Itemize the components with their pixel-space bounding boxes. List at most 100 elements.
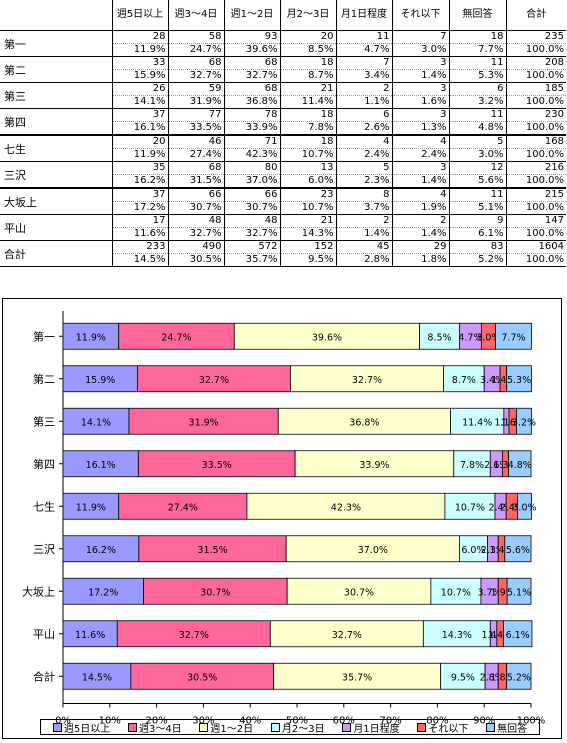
data-label: 32.7%	[199, 375, 229, 386]
percent-cell: 10.7%	[279, 148, 336, 162]
percent-cell: 32.7%	[167, 69, 224, 83]
category-label: 第一	[33, 329, 55, 343]
data-label: 1.6%	[501, 417, 525, 428]
data-label: 11.4%	[462, 417, 492, 428]
percent-cell: 8.7%	[279, 69, 336, 83]
table-header-row: 週5日以上 週3～4日 週1～2日 月2～3日 月1日程度 それ以下 無回答 合…	[0, 0, 566, 31]
count-cell: 6	[448, 82, 506, 96]
percent-cell: 10.7%	[279, 201, 336, 215]
count-cell: 18	[279, 56, 336, 70]
data-label: 33.5%	[202, 460, 232, 471]
count-cell: 45	[335, 240, 392, 254]
x-tick-label: 20%	[145, 716, 167, 727]
percent-cell: 1.1%	[335, 95, 392, 109]
legend-item: 週1～2日	[199, 720, 253, 735]
data-label: 1.8%	[490, 672, 514, 683]
category-label: 合計	[33, 669, 55, 683]
count-cell: 230	[505, 108, 566, 122]
x-tick-label: 90%	[473, 716, 495, 727]
percent-cell: 1.4%	[391, 174, 449, 189]
data-label: 6.1%	[506, 630, 530, 641]
data-label: 6.0%	[461, 545, 485, 556]
count-cell: 71	[223, 134, 280, 149]
data-label: 2.8%	[480, 672, 504, 683]
count-cell: 572	[223, 240, 280, 254]
bar-segment	[285, 535, 460, 563]
column-header: それ以下	[391, 0, 449, 31]
data-label: 2.6%	[484, 460, 508, 471]
percent-cell: 32.7%	[223, 227, 280, 241]
count-cell: 17	[111, 214, 168, 228]
category-label: 三沢	[33, 542, 55, 556]
legend-label: 週1～2日	[210, 723, 254, 735]
count-cell: 185	[505, 82, 566, 96]
percent-cell: 1.6%	[391, 95, 449, 109]
count-cell: 11	[448, 108, 506, 122]
legend-swatch	[199, 722, 209, 732]
percent-cell: 32.7%	[223, 69, 280, 83]
stacked-bar-chart: 0% 10% 20% 30% 40% 50% 60% 70% 80% 90% 100% 第一 11.9%…	[22, 311, 545, 727]
percent-cell: 27.4%	[167, 148, 224, 162]
data-label: 3.7%	[478, 587, 502, 598]
row-header: 三沢	[0, 161, 112, 189]
legend-item: 月1日程度	[342, 720, 400, 735]
column-header: 無回答	[448, 0, 506, 31]
table-row: 16.1% 33.5% 33.9% 7.8% 2.6% 1.3% 4.8% 100.0%	[0, 121, 566, 136]
data-label: 17.2%	[88, 587, 118, 598]
count-cell: 48	[223, 214, 280, 228]
percent-cell: 11.6%	[111, 227, 168, 241]
table-row: 16.2% 31.5% 37.0% 6.0% 2.3% 1.4% 5.6% 100.0%	[0, 174, 566, 189]
data-label: 8.5%	[427, 332, 451, 343]
data-label: 5.1%	[507, 587, 531, 598]
bar-segment	[508, 450, 532, 478]
count-cell: 490	[167, 240, 224, 254]
count-cell: 28	[111, 30, 168, 44]
results-table: 週5日以上 週3～4日 週1～2日 月2～3日 月1日程度 それ以下 無回答 合…	[0, 0, 566, 267]
count-cell: 13	[279, 161, 336, 175]
legend-label: 無回答	[497, 723, 528, 735]
table-row: 15.9% 32.7% 32.7% 8.7% 3.4% 1.4% 5.3% 100.0%	[0, 69, 566, 83]
percent-cell: 33.5%	[167, 121, 224, 136]
data-label: 4.8%	[508, 460, 532, 471]
data-label: 37.0%	[358, 545, 388, 556]
data-label: 1.1%	[494, 417, 518, 428]
count-cell: 216	[505, 161, 566, 175]
bar-segment	[450, 407, 505, 435]
legend-item: 無回答	[486, 720, 527, 735]
count-cell: 66	[223, 187, 280, 202]
table-row: 第一 28 58 93 20 11 7 18 235	[0, 30, 566, 57]
row-header: 第三	[0, 82, 112, 109]
table-row: 11.9% 27.4% 42.3% 10.7% 2.4% 2.4% 3.0% 100.0%	[0, 148, 566, 162]
row-header: 第一	[0, 30, 112, 57]
legend-swatch	[417, 722, 427, 732]
category-label: 第三	[33, 414, 55, 428]
count-cell: 2	[335, 82, 392, 96]
count-cell: 11	[448, 56, 506, 70]
percent-cell: 17.2%	[111, 201, 168, 215]
bar-segment	[62, 535, 140, 563]
percent-cell: 15.9%	[111, 69, 168, 83]
data-label: 3.2%	[512, 417, 536, 428]
chart-area: 0% 10% 20% 30% 40% 50% 60% 70% 80% 90% 100% 第一 11.9%…	[2, 298, 562, 739]
category-label: 七生	[33, 499, 55, 513]
data-label: 7.7%	[501, 332, 525, 343]
bar-segment	[62, 407, 130, 435]
percent-cell: 14.5%	[111, 253, 168, 267]
bar-segment	[516, 407, 532, 435]
count-cell: 78	[223, 108, 280, 122]
row-header: 合計	[0, 240, 112, 267]
data-label: 24.7%	[161, 332, 191, 343]
bar-segment	[506, 662, 532, 690]
data-label: 4.7%	[458, 332, 482, 343]
count-cell: 4	[335, 134, 392, 149]
percent-cell: 2.4%	[391, 148, 449, 162]
percent-cell: 100.0%	[505, 121, 566, 136]
percent-cell: 7.8%	[279, 121, 336, 136]
percent-cell: 1.8%	[391, 253, 449, 267]
column-header: 週5日以上	[111, 0, 168, 31]
category-label: 第二	[33, 372, 55, 386]
percent-cell: 33.9%	[223, 121, 280, 136]
x-tick-label: 0%	[55, 716, 71, 727]
count-cell: 35	[111, 161, 168, 175]
count-cell: 12	[448, 161, 506, 175]
